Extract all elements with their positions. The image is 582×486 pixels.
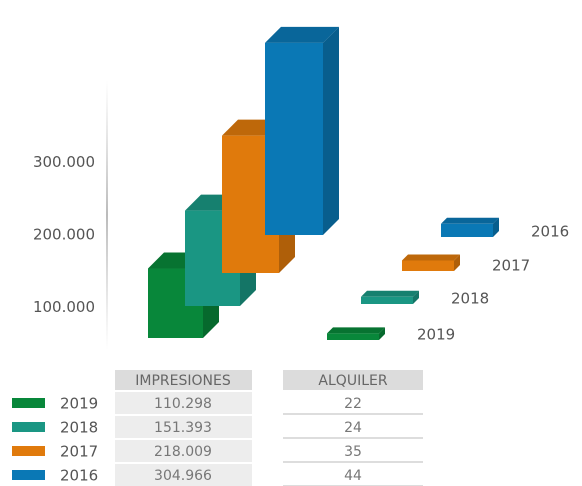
header-bg — [115, 370, 252, 390]
bar-front — [441, 223, 493, 237]
legend-swatch — [12, 446, 45, 456]
legend-label: 2016 — [60, 467, 98, 485]
header-bg — [283, 370, 423, 390]
bar-top — [441, 217, 499, 224]
bar-top — [402, 254, 460, 261]
bar-front — [265, 42, 323, 235]
bar-front — [361, 296, 413, 304]
cell-value: 24 — [344, 420, 362, 436]
category-label: 2016 — [531, 223, 569, 241]
bar-top — [361, 290, 419, 297]
category-label: 2018 — [451, 290, 489, 308]
cell-value: 304.966 — [154, 468, 212, 484]
cell-value: 22 — [344, 396, 362, 412]
cell-value: 151.393 — [154, 420, 212, 436]
axis-shadow — [106, 80, 108, 350]
bar — [402, 254, 460, 271]
bar-side — [379, 327, 385, 340]
bar-front — [327, 333, 379, 340]
cell-bg — [115, 392, 252, 414]
legend-label: 2018 — [60, 419, 98, 437]
category-label: 2019 — [417, 326, 455, 344]
legend-label: 2017 — [60, 443, 98, 461]
cell-bg — [115, 440, 252, 462]
bar-top — [327, 327, 385, 334]
legend-swatch — [12, 470, 45, 480]
cell-bg — [115, 416, 252, 438]
cell-value: 44 — [344, 468, 362, 484]
cell-bg — [115, 464, 252, 486]
bar-top — [265, 26, 339, 43]
bar-front — [402, 260, 454, 271]
bar — [265, 26, 339, 236]
cell-value: 218.009 — [154, 444, 212, 460]
column-header: IMPRESIONES — [135, 373, 231, 389]
y-tick-label: 300.000 — [33, 153, 95, 171]
bar-side — [493, 217, 499, 237]
bar-side — [323, 26, 339, 236]
bar — [361, 290, 419, 304]
y-tick-label: 200.000 — [33, 226, 95, 244]
bar-side — [413, 290, 419, 304]
y-tick-label: 100.000 — [33, 298, 95, 316]
cell-value: 110.298 — [154, 396, 212, 412]
bar — [327, 327, 385, 340]
cell-value: 35 — [344, 444, 362, 460]
legend-label: 2019 — [60, 395, 98, 413]
bar — [441, 217, 499, 237]
column-header: ALQUILER — [318, 373, 387, 389]
bar-side — [454, 254, 460, 271]
legend-swatch — [12, 422, 45, 432]
legend-swatch — [12, 398, 45, 408]
category-label: 2017 — [492, 257, 530, 275]
